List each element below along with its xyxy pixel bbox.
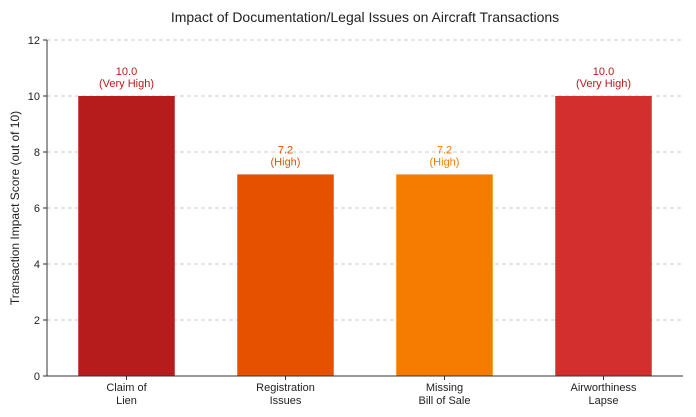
data-label: (Very High) bbox=[576, 78, 631, 90]
data-label: (High) bbox=[430, 156, 460, 168]
y-tick-label: 8 bbox=[34, 147, 40, 159]
data-labels: 10.0(Very High)7.2(High)7.2(High)10.0(Ve… bbox=[99, 66, 631, 168]
y-tick-labels: 0 2 4 6 8 10 12 bbox=[28, 35, 47, 383]
bars bbox=[78, 96, 652, 376]
bar bbox=[396, 174, 493, 376]
data-label: 10.0 bbox=[116, 66, 137, 78]
data-label: 7.2 bbox=[437, 144, 452, 156]
x-tick-label: Airworthiness bbox=[570, 382, 637, 394]
x-tick-label: Lien bbox=[116, 395, 137, 407]
x-tick-label: Claim of bbox=[106, 382, 147, 394]
data-label: (Very High) bbox=[99, 78, 154, 90]
x-tick-label: Bill of Sale bbox=[419, 395, 471, 407]
x-tick-label: Registration bbox=[256, 382, 315, 394]
y-tick-label: 0 bbox=[34, 371, 40, 383]
y-tick-label: 4 bbox=[34, 259, 40, 271]
x-tick-label: Lapse bbox=[589, 395, 619, 407]
bar bbox=[78, 96, 175, 376]
x-tick-label: Issues bbox=[270, 395, 302, 407]
y-tick-label: 2 bbox=[34, 315, 40, 327]
y-tick-label: 10 bbox=[28, 91, 40, 103]
data-label: (High) bbox=[271, 156, 301, 168]
data-label: 10.0 bbox=[593, 66, 614, 78]
y-tick-label: 12 bbox=[28, 35, 40, 47]
data-label: 7.2 bbox=[278, 144, 293, 156]
y-axis-title: Transaction Impact Score (out of 10) bbox=[8, 111, 22, 305]
chart-title: Impact of Documentation/Legal Issues on … bbox=[171, 9, 559, 25]
bar bbox=[237, 174, 334, 376]
x-tick-label: Missing bbox=[426, 382, 463, 394]
y-tick-label: 6 bbox=[34, 203, 40, 215]
bar bbox=[555, 96, 652, 376]
